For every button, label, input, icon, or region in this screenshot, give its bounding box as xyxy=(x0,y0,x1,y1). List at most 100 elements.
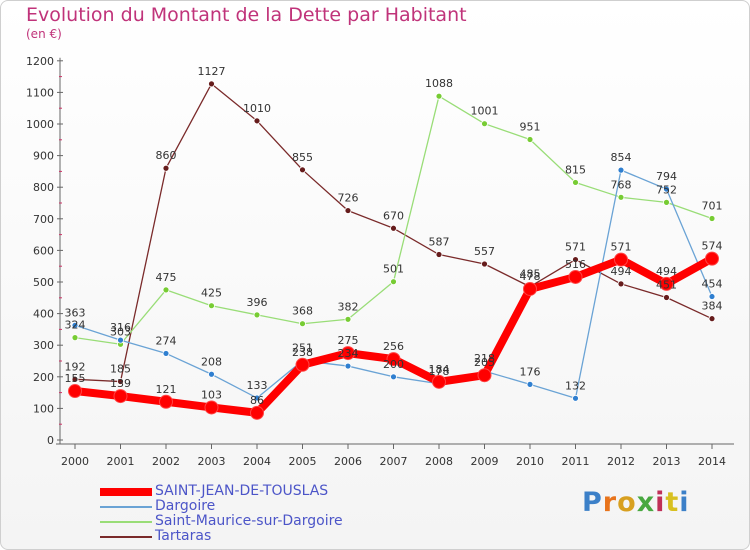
y-tick-label: 500 xyxy=(33,276,54,289)
data-label: 155 xyxy=(65,372,86,385)
legend-swatch xyxy=(100,536,152,538)
data-point xyxy=(523,281,537,296)
data-label: 855 xyxy=(292,151,313,164)
data-point xyxy=(113,389,128,404)
data-point xyxy=(68,384,82,399)
data-point xyxy=(705,251,719,266)
data-label: 396 xyxy=(247,296,268,309)
data-point xyxy=(162,164,170,172)
data-point xyxy=(526,380,534,388)
data-label: 860 xyxy=(156,149,177,162)
logo-letter: t xyxy=(665,487,680,518)
legend-label: Dargoire xyxy=(155,498,216,514)
data-point xyxy=(162,350,170,357)
x-tick-label: 2014 xyxy=(698,455,726,468)
data-label: 363 xyxy=(65,306,86,319)
y-tick-label: 200 xyxy=(33,371,54,384)
chart-title: Evolution du Montant de la Dette par Hab… xyxy=(26,4,467,26)
data-label: 571 xyxy=(565,241,586,254)
data-point xyxy=(344,315,352,323)
data-label: 132 xyxy=(565,379,586,392)
x-tick-label: 2013 xyxy=(653,455,681,468)
x-tick-label: 2008 xyxy=(425,455,453,468)
data-label: 256 xyxy=(383,340,404,353)
data-label: 425 xyxy=(201,287,222,300)
data-label: 275 xyxy=(338,334,359,347)
data-label: 571 xyxy=(611,241,632,254)
legend-swatch xyxy=(100,521,152,523)
y-tick-label: 300 xyxy=(33,339,54,352)
x-tick-label: 2009 xyxy=(471,455,499,468)
data-label: 192 xyxy=(65,360,86,373)
data-label: 184 xyxy=(429,363,450,376)
data-label: 139 xyxy=(110,377,131,390)
data-label: 103 xyxy=(201,388,222,401)
data-point xyxy=(617,280,625,288)
data-label: 670 xyxy=(383,209,404,222)
data-point xyxy=(250,405,264,420)
data-point xyxy=(481,260,488,268)
x-tick-label: 2003 xyxy=(198,455,226,468)
data-point xyxy=(390,224,397,232)
data-label: 238 xyxy=(292,346,313,359)
data-label: 494 xyxy=(656,265,677,278)
x-tick-label: 2012 xyxy=(607,455,635,468)
data-point xyxy=(663,198,670,206)
data-label: 475 xyxy=(156,271,177,284)
data-label: 382 xyxy=(338,300,359,313)
x-tick-label: 2001 xyxy=(107,455,135,468)
data-point xyxy=(617,193,625,201)
data-point xyxy=(663,294,670,301)
data-point xyxy=(614,252,628,267)
data-point xyxy=(572,256,579,263)
y-tick-label: 1000 xyxy=(26,118,54,131)
data-point xyxy=(299,320,306,328)
data-label: 516 xyxy=(565,258,586,271)
y-tick-label: 600 xyxy=(33,244,54,257)
legend-swatch xyxy=(100,488,152,496)
data-point xyxy=(659,276,674,291)
data-point xyxy=(71,334,79,342)
data-point xyxy=(208,80,215,88)
logo-letter: i xyxy=(655,487,666,518)
data-point xyxy=(708,215,716,222)
data-point xyxy=(344,207,352,214)
x-tick-label: 2006 xyxy=(334,455,362,468)
logo-letter: o xyxy=(617,487,637,518)
data-label: 178 xyxy=(429,365,450,378)
data-label: 86 xyxy=(250,394,264,407)
data-label: 768 xyxy=(611,178,632,191)
data-label: 1001 xyxy=(471,105,499,118)
data-point xyxy=(663,185,670,193)
data-point xyxy=(572,394,579,402)
data-label: 324 xyxy=(65,319,86,332)
data-label: 121 xyxy=(156,383,177,396)
data-point xyxy=(572,179,579,186)
data-point xyxy=(253,117,261,125)
x-tick-label: 2004 xyxy=(243,455,271,468)
data-label: 701 xyxy=(702,199,723,212)
proxiti-logo: Proxiti xyxy=(582,487,690,518)
data-label: 185 xyxy=(110,363,131,376)
data-point xyxy=(159,394,173,409)
data-label: 794 xyxy=(656,170,677,183)
data-label: 176 xyxy=(520,365,541,378)
data-point xyxy=(617,166,625,174)
data-label: 1127 xyxy=(198,65,226,78)
data-label: 133 xyxy=(247,379,268,392)
data-point xyxy=(481,120,488,128)
y-tick-label: 900 xyxy=(33,150,54,163)
data-point xyxy=(344,362,352,370)
data-point xyxy=(568,269,583,284)
y-tick-label: 100 xyxy=(33,402,54,415)
data-label: 1010 xyxy=(243,102,271,115)
data-label: 485 xyxy=(520,268,541,281)
data-label: 854 xyxy=(611,151,632,164)
logo-letter: i xyxy=(679,487,690,518)
y-tick-label: 700 xyxy=(33,213,54,226)
data-point xyxy=(386,352,401,367)
data-label: 752 xyxy=(656,183,677,196)
data-point xyxy=(390,278,397,286)
data-point xyxy=(117,378,124,385)
